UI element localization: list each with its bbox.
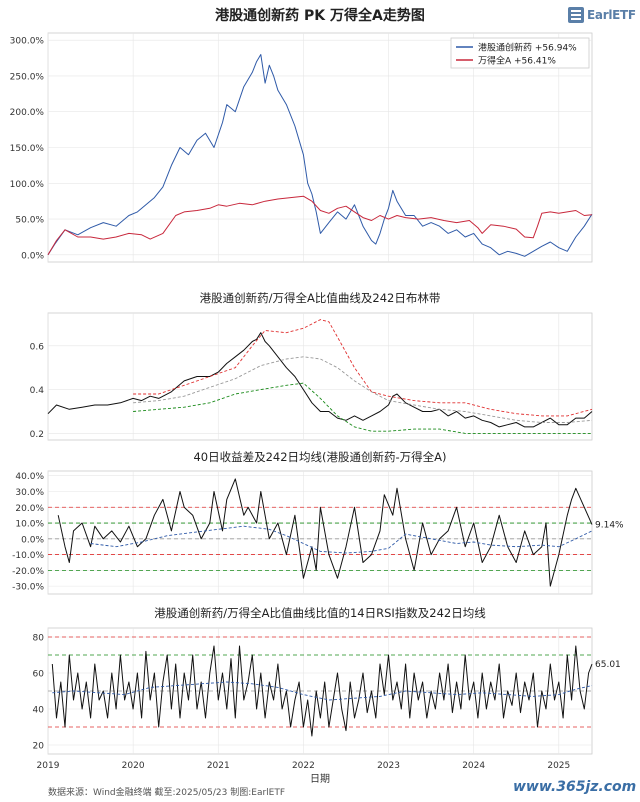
series-line-green [133,382,592,434]
legend-entry: 万得全A +56.41% [478,55,556,67]
y-tick-label: 80 [33,634,45,644]
y-tick-label: 60 [33,670,45,680]
x-tick-label: 2019 [37,761,60,771]
logo-icon [568,7,584,23]
y-tick-label: -10.0% [12,551,44,561]
x-tick-label: 2021 [207,761,230,771]
y-tick-label: 20 [33,742,45,752]
series-line-港股通创新药 [47,54,593,257]
y-tick-label: -20.0% [12,567,44,577]
chart-title: 港股通创新药 PK 万得全A走势图 [215,7,425,24]
x-tick-label: 2023 [377,761,400,771]
y-tick-label: 0.4 [30,386,45,396]
y-tick-label: 0.2 [30,430,44,440]
series-line-blue [90,525,593,554]
x-tick-label: 2022 [292,761,315,771]
last-value-label: 9.14% [595,521,624,531]
y-tick-label: 50.0% [15,216,44,226]
x-axis: 2019 2020 2021 2022 2023 2024 2025 [37,761,571,771]
y-tick-label: 0.0% [21,535,44,545]
y-tick-label: 0.0% [21,251,44,261]
panel-title: 港股通创新药/万得全A比值曲线比值的14日RSI指数及242日均线 [154,606,486,620]
chart-panel-4: 20 40 60 80 港股通创新药/万得全A比值曲线比值的14日RSI指数及242日均… [33,606,621,755]
series-line-blue [52,681,593,701]
series-line-万得全A [47,195,593,256]
brand-logo: EarlETF [568,4,636,26]
x-tick-label: 2025 [547,761,570,771]
y-tick-label: 200.0% [10,108,45,118]
y-tick-label: -30.0% [12,583,44,593]
x-axis-label: 日期 [310,773,330,785]
y-tick-label: 100.0% [10,180,45,190]
chart-panels: 0.0%50.0%100.0%150.0%200.0%250.0%300.0%港… [10,32,624,755]
watermark: www.365jz.com [513,779,637,795]
logo-text: EarlETF [587,8,636,22]
panel-title: 40日收益差及242日均线(港股通创新药-万得全A) [193,450,446,464]
legend-entry: 港股通创新药 +56.94% [478,42,577,54]
last-value-label: 65.01 [595,660,621,670]
y-tick-label: 30.0% [15,488,44,498]
series-line-black [57,478,593,587]
y-tick-label: 150.0% [10,144,45,154]
chart-panel-2: 0.2 0.4 0.6 港股通创新药/万得全A比值曲线及242日布林带 [30,291,593,441]
series-line-black [47,332,593,428]
series-line-gray [133,356,593,423]
y-tick-label: 250.0% [10,72,45,82]
y-tick-label: 40 [33,706,45,716]
plot-frame [47,470,593,595]
y-tick-label: 20.0% [15,504,44,514]
series-line-redDash [133,319,593,417]
y-tick-label: 40.0% [15,472,44,482]
chart-panel-1: 0.0% 50.0% 100.0% 150.0% 200.0% 250.0% 300.0% 港… [10,32,593,263]
y-tick-label: 0.6 [30,342,45,352]
source-footer: 数据来源：Wind金融终端 截至:2025/05/23 制图:EarlETF [48,788,286,798]
panel-title: 港股通创新药/万得全A比值曲线及242日布林带 [200,291,441,305]
plot-frame [47,312,593,441]
y-tick-label: 10.0% [15,520,44,530]
legend-box [450,37,590,69]
x-tick-label: 2020 [122,761,145,771]
x-tick-label: 2024 [462,761,485,771]
chart-panel-3: -30.0% -20.0% -10.0% 0.0% 10.0% 20.0% 30.0% 40.… [12,450,624,595]
series-line-black [51,645,593,737]
y-tick-label: 300.0% [10,37,45,47]
